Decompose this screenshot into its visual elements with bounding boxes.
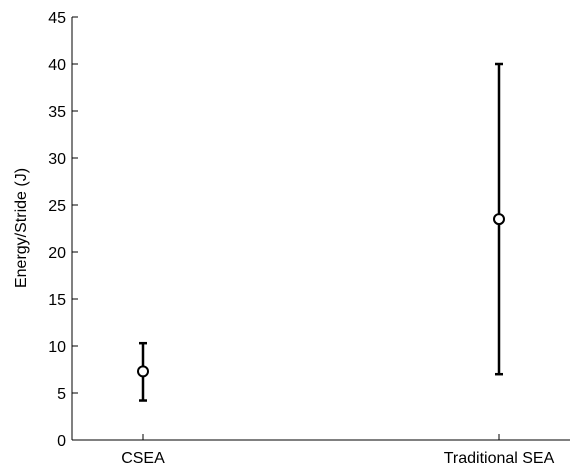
data-point: [493, 213, 505, 226]
y-tick-label: 30: [48, 151, 66, 168]
y-tick-label: 20: [48, 245, 66, 262]
y-tick-label: 0: [57, 433, 66, 450]
y-tick-label: 10: [48, 339, 66, 356]
y-tick-label: 5: [57, 386, 66, 403]
data-marks: [137, 62, 505, 402]
y-tick-label: 15: [48, 292, 66, 309]
x-ticks: CSEA Traditional SEA: [121, 434, 555, 467]
data-point: [137, 365, 149, 378]
y-ticks: 0 5 10 15 20 25 30 35 40 45: [48, 10, 78, 450]
y-tick-label: 25: [48, 198, 66, 215]
y-tick-label: 35: [48, 104, 66, 121]
x-tick-label: CSEA: [121, 450, 165, 467]
y-tick-label: 40: [48, 57, 66, 74]
x-tick-label: Traditional SEA: [444, 450, 555, 467]
y-axis-title: Energy/Stride (J): [13, 168, 30, 288]
y-tick-label: 45: [48, 10, 66, 27]
